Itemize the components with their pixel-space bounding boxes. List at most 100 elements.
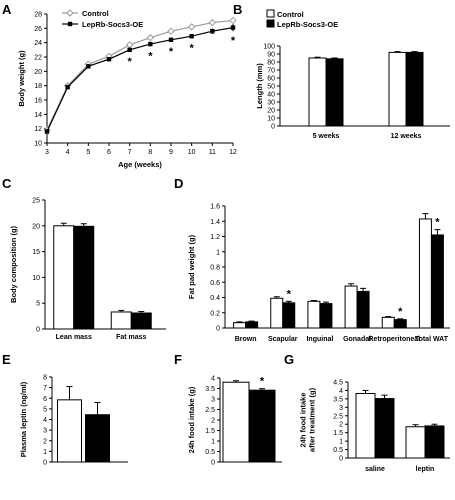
bar-lepRb-socs3-oe (393, 319, 407, 329)
bar-control (344, 285, 358, 329)
significance-asterisk: * (398, 306, 403, 318)
x-category-label: Retroperitoneal (368, 336, 420, 343)
y-tick-label: 0.2 (210, 310, 220, 317)
y-tick-label: 3 (339, 405, 343, 412)
bar-control (57, 399, 82, 463)
bar-control (355, 392, 376, 459)
y-tick-label: 0 (271, 124, 275, 131)
y-tick-label: 1.5 (333, 430, 343, 437)
y-tick-label: 0 (216, 326, 220, 333)
bar-control (233, 322, 247, 329)
bar-control (388, 51, 407, 127)
y-tick-label: 16 (34, 98, 42, 105)
bar-control (270, 297, 284, 329)
x-tick-label: 11 (209, 149, 216, 156)
y-tick-label: 1.6 (210, 204, 220, 211)
y-tick-label: 25 (32, 198, 40, 205)
y-tick-label: 6 (43, 396, 47, 403)
panel-label-c: C (2, 176, 12, 191)
x-tick-label: 6 (107, 149, 111, 156)
y-tick-label: 1 (43, 449, 47, 456)
legend-swatch-lepRb-socs3-oe (266, 19, 275, 28)
significance-asterisk: * (190, 42, 195, 54)
y-tick-label: 2 (339, 422, 343, 429)
x-category-label: Brown (235, 336, 257, 343)
data-point-lepRb-socs3-oe (65, 84, 70, 90)
bar-control (308, 57, 327, 127)
x-tick-label: 10 (188, 149, 196, 156)
x-category-label: 12 weeks (391, 133, 422, 140)
y-tick-label: 0 (43, 460, 47, 467)
bar-lepRb-socs3-oe (374, 398, 395, 459)
y-tick-label: 4 (339, 388, 343, 395)
y-axis-title: Plasma leptin (ng/ml) (19, 381, 28, 457)
y-axis-title-line: 24h food intake (299, 392, 308, 447)
x-axis-title: Age (weeks) (118, 160, 162, 169)
y-tick-label: 1 (211, 439, 215, 446)
significance-asterisk: * (435, 217, 440, 229)
significance-asterisk: * (148, 50, 153, 62)
significance-asterisk: * (287, 288, 292, 300)
legend-label-lepRb-socs3-oe: LepRb-Socs3-OE (82, 20, 143, 29)
y-tick-label: 15 (32, 249, 40, 256)
bar-lepRb-socs3-oe (424, 425, 445, 459)
y-tick-label: 1 (339, 439, 343, 446)
bar-lepRb-socs3-oe (325, 58, 344, 127)
y-tick-label: 22 (34, 55, 42, 62)
y-tick-label: 0 (339, 456, 343, 463)
y-tick-label: 0.6 (210, 280, 220, 287)
y-axis-title-line: after treatment (g) (308, 387, 317, 452)
x-category-label: Fat mass (116, 334, 146, 341)
y-tick-label: 0.4 (210, 295, 220, 302)
y-tick-label: 18 (34, 83, 42, 90)
panel-c-body-composition-chart: 0 5 10 15 20 25 Body composition (g) Lean mass F… (9, 198, 166, 341)
bar-lepRb-socs3-oe (405, 51, 424, 127)
bar-lepRb-socs3-oe (245, 321, 259, 329)
y-tick-label: 8 (43, 375, 47, 382)
data-point-control (187, 23, 196, 31)
y-tick-label: 28 (34, 12, 42, 19)
series-line-control (46, 19, 234, 131)
significance-asterisk: * (260, 376, 265, 388)
bar-control (307, 300, 321, 329)
bar-lepRb-socs3-oe (430, 234, 444, 329)
legend-swatch-control (266, 9, 275, 18)
data-point-lepRb-socs3-oe (44, 129, 50, 134)
y-axis-title: Length (mm) (255, 63, 264, 109)
y-axis-title: Body weight (g) (17, 50, 26, 107)
panel-label-f: F (174, 352, 182, 367)
x-category-label: Scapular (268, 336, 298, 343)
y-tick-label: 3 (211, 397, 215, 404)
data-point-control (167, 27, 175, 35)
y-tick-label: 40 (267, 92, 275, 99)
y-tick-label: 3 (43, 428, 47, 435)
y-tick-label: 0.8 (210, 265, 220, 272)
y-tick-label: 5 (36, 301, 40, 308)
data-point-lepRb-socs3-oe (148, 41, 153, 47)
bar-control (405, 426, 426, 459)
significance-asterisk: * (128, 56, 133, 68)
data-point-control (208, 18, 217, 27)
panel-label-d: D (174, 176, 183, 191)
y-tick-label: 1 (216, 249, 220, 256)
y-axis-title: Body composition (g) (9, 225, 18, 303)
y-tick-label: 100 (263, 44, 275, 51)
bar-lepRb-socs3-oe (319, 303, 333, 329)
data-point-lepRb-socs3-oe (168, 37, 174, 42)
y-tick-label: 4 (43, 417, 47, 424)
y-tick-label: 10 (32, 275, 40, 282)
y-tick-label: 0.5 (333, 447, 343, 454)
data-point-lepRb-socs3-oe (210, 29, 215, 34)
y-tick-label: 0 (36, 327, 40, 334)
bar-lepRb-socs3-oe (282, 302, 296, 329)
x-category-label: 5 weeks (313, 133, 340, 140)
y-tick-label: 20 (32, 223, 40, 230)
x-category-label: leptin (416, 466, 435, 473)
bar-lepRb-socs3-oe (248, 389, 276, 463)
y-tick-label: 14 (34, 112, 42, 119)
x-category-label: saline (365, 466, 385, 473)
bar-lepRb-socs3-oe (73, 225, 95, 330)
y-tick-label: 24 (34, 40, 42, 47)
y-tick-label: 10 (34, 141, 42, 148)
data-point-control (229, 16, 237, 25)
